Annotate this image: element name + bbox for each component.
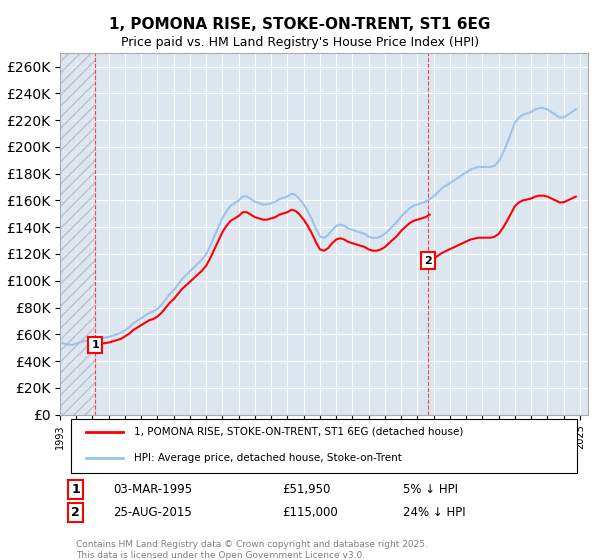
Text: 2: 2 xyxy=(71,506,80,519)
Bar xyxy=(60,53,95,414)
Text: 2: 2 xyxy=(424,256,432,265)
Text: £51,950: £51,950 xyxy=(282,483,330,496)
Text: Contains HM Land Registry data © Crown copyright and database right 2025.
This d: Contains HM Land Registry data © Crown c… xyxy=(76,540,428,559)
Text: 1, POMONA RISE, STOKE-ON-TRENT, ST1 6EG: 1, POMONA RISE, STOKE-ON-TRENT, ST1 6EG xyxy=(109,17,491,32)
Text: Price paid vs. HM Land Registry's House Price Index (HPI): Price paid vs. HM Land Registry's House … xyxy=(121,36,479,49)
Text: HPI: Average price, detached house, Stoke-on-Trent: HPI: Average price, detached house, Stok… xyxy=(134,453,402,463)
Text: 25-AUG-2015: 25-AUG-2015 xyxy=(113,506,191,519)
Text: 24% ↓ HPI: 24% ↓ HPI xyxy=(403,506,466,519)
Text: 03-MAR-1995: 03-MAR-1995 xyxy=(113,483,192,496)
Text: £115,000: £115,000 xyxy=(282,506,338,519)
FancyBboxPatch shape xyxy=(71,419,577,473)
Text: 1: 1 xyxy=(91,340,99,350)
Text: 1: 1 xyxy=(71,483,80,496)
Text: 1, POMONA RISE, STOKE-ON-TRENT, ST1 6EG (detached house): 1, POMONA RISE, STOKE-ON-TRENT, ST1 6EG … xyxy=(134,427,463,437)
Text: 5% ↓ HPI: 5% ↓ HPI xyxy=(403,483,458,496)
